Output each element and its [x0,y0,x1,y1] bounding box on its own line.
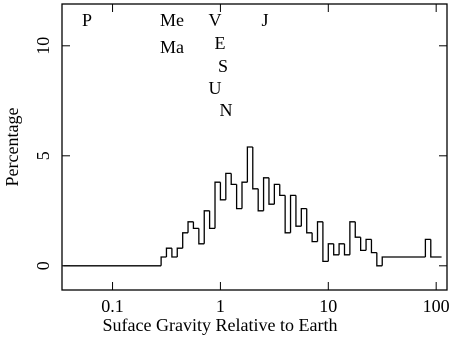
histogram-step [165,247,172,257]
annotation: N [220,100,233,120]
histogram-step [370,239,377,254]
histogram-step [365,238,372,251]
histogram-step [349,221,356,255]
histogram-step [333,243,340,256]
y-axis-title: Percentage [2,108,22,187]
histogram-step [343,243,350,256]
annotation: U [209,78,222,98]
x-tick-label: 10 [319,296,337,316]
histogram-step [327,243,334,262]
histogram-step [214,181,221,229]
histogram-step [289,194,296,233]
annotation: S [218,56,228,76]
histogram-step [273,183,280,205]
histogram-step [176,247,183,257]
histogram-step [338,243,345,255]
histogram-step [230,173,237,186]
histogram-step [257,188,264,212]
plot-frame [61,3,448,291]
histogram-step [424,238,431,257]
histogram-step [235,184,242,210]
x-tick-label: 1 [216,296,225,316]
annotation: Me [160,10,184,30]
annotation: Ma [160,37,184,57]
histogram-step [430,239,442,258]
histogram-step [381,256,426,266]
y-tick-label: 0 [33,261,53,270]
histogram-step [279,184,286,197]
annotation: E [215,33,226,53]
histogram-step [208,210,216,230]
histogram-step [322,221,329,263]
histogram-step [300,207,307,227]
histogram-step [360,237,367,252]
histogram-step [198,228,205,245]
histogram-step [182,232,189,249]
x-axis-title: Suface Gravity Relative to Earth [103,315,338,335]
histogram-step [284,195,291,234]
histogram-step [203,210,210,244]
histogram-step [262,177,269,211]
histogram-step [376,252,383,267]
histogram-step [246,146,253,183]
histogram-step [225,172,232,200]
y-tick-label: 10 [33,37,53,55]
histogram-step [295,195,302,227]
annotation: J [261,10,268,30]
histogram-step [311,232,318,243]
histogram-step [268,177,275,205]
annotation: P [82,10,92,30]
histogram-step [171,248,178,258]
y-tick-label: 5 [33,151,53,160]
histogram-step [354,221,361,238]
histogram-step [241,181,248,209]
histogram-step [192,221,199,230]
histogram-step [219,182,226,201]
histogram-step [306,208,313,234]
x-tick-label: 0.1 [101,296,124,316]
annotation: V [209,10,222,30]
histogram-step [160,256,167,266]
histogram-step [187,221,194,233]
histogram-step [252,147,259,190]
histogram-step [316,221,323,242]
x-tick-label: 100 [423,296,450,316]
